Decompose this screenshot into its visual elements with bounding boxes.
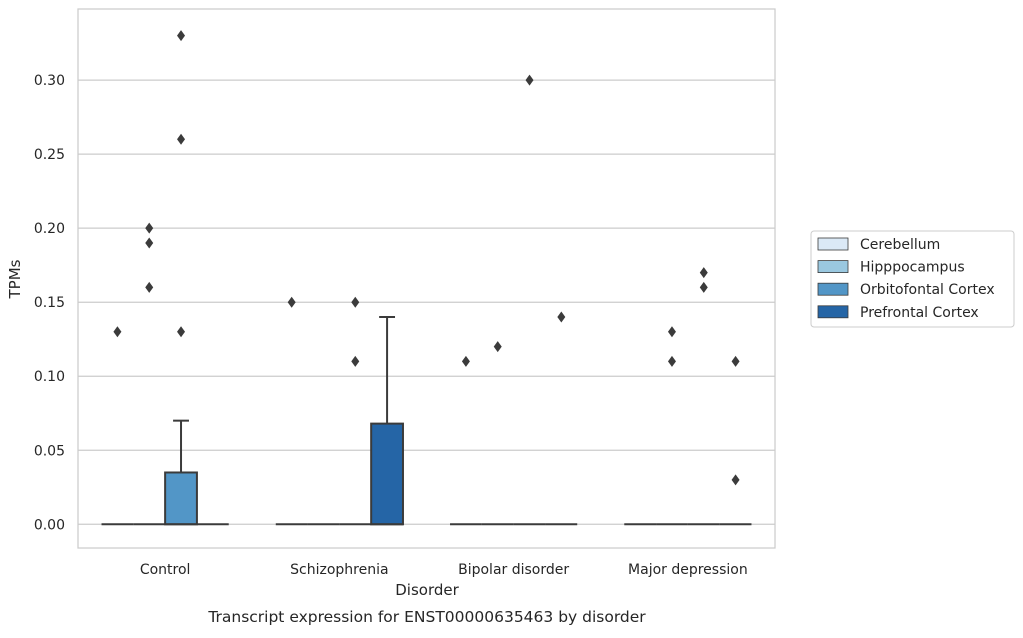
legend-label: Orbitofontal Cortex xyxy=(860,282,995,298)
outlier-point xyxy=(113,326,122,338)
legend-label: Hipppocampus xyxy=(860,260,965,276)
outlier-point xyxy=(667,326,676,338)
legend: Cerebellum Hipppocampus Orbitofontal Corte… xyxy=(810,230,1015,328)
legend-label: Prefrontal Cortex xyxy=(860,305,979,321)
x-tick-label: Schizophrenia xyxy=(290,562,388,578)
outlier-point xyxy=(699,267,708,279)
outlier-point xyxy=(667,355,676,367)
legend-swatch xyxy=(817,237,849,251)
legend-frame xyxy=(810,230,1015,328)
y-tick-label: 0.20 xyxy=(34,221,65,237)
x-ticks: Control Schizophrenia Bipolar disorder Majo… xyxy=(140,562,748,578)
outlier-point xyxy=(493,341,502,353)
x-tick-label: Control xyxy=(140,562,191,578)
outlier-point xyxy=(145,281,154,293)
outlier-point xyxy=(145,237,154,249)
boxes xyxy=(101,316,752,526)
gridlines xyxy=(78,79,775,525)
box-prefrontal-cortex xyxy=(370,316,404,526)
y-tick-label: 0.00 xyxy=(34,517,65,533)
x-tick-label: Bipolar disorder xyxy=(458,562,569,578)
outlier-point xyxy=(145,222,154,234)
outlier-point xyxy=(287,296,296,308)
box-body xyxy=(164,471,198,526)
outlier-point xyxy=(177,326,186,338)
y-tick-label: 0.10 xyxy=(34,369,65,385)
y-tick-label: 0.15 xyxy=(34,295,65,311)
box-orbitofontal-cortex xyxy=(164,419,198,526)
outlier-point xyxy=(177,133,186,145)
legend-swatch xyxy=(817,260,849,274)
outlier-point xyxy=(557,311,566,323)
outlier-point xyxy=(731,355,740,367)
legend-swatch xyxy=(817,305,849,319)
y-tick-label: 0.30 xyxy=(34,73,65,89)
plot-frame xyxy=(77,8,776,549)
x-axis-label: Disorder xyxy=(395,581,459,599)
outliers xyxy=(113,30,740,486)
x-tick-label: Major depression xyxy=(628,562,748,578)
y-axis-label: TPMs xyxy=(6,259,24,299)
outlier-point xyxy=(177,30,186,42)
outlier-point xyxy=(351,355,360,367)
chart-caption: Transcript expression for ENST0000063546… xyxy=(207,608,646,626)
outlier-point xyxy=(731,474,740,486)
y-tick-label: 0.05 xyxy=(34,443,65,459)
outlier-point xyxy=(351,296,360,308)
outlier-point xyxy=(699,281,708,293)
outlier-point xyxy=(525,74,534,86)
legend-swatch xyxy=(817,282,849,296)
box-body xyxy=(370,422,404,526)
y-ticks: 0.00 0.05 0.10 0.15 0.20 0.25 0.30 xyxy=(34,73,65,533)
legend-label: Cerebellum xyxy=(860,237,940,253)
outlier-point xyxy=(461,355,470,367)
y-tick-label: 0.25 xyxy=(34,147,65,163)
